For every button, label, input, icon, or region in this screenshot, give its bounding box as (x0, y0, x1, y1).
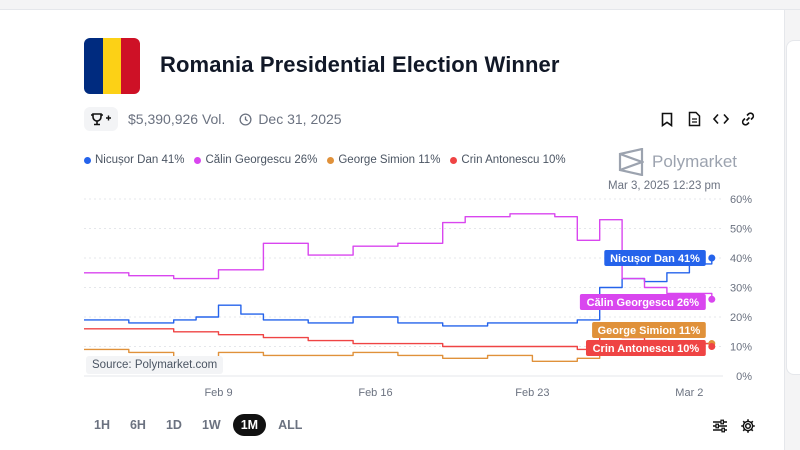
end-date: Dec 31, 2025 (239, 111, 342, 127)
top-bar (0, 0, 800, 10)
series-end-dot (708, 295, 716, 303)
market-actions (658, 108, 757, 130)
legend-dot (450, 156, 458, 164)
legend-item: Călin Georgescu 26% (194, 154, 317, 166)
legend-label: Călin Georgescu 26% (205, 154, 318, 166)
range-button-6h[interactable]: 6H (129, 418, 146, 432)
legend-item: Crin Antonescu 10% (450, 154, 566, 166)
side-panel-edge (786, 40, 800, 375)
y-tick-label: 30% (730, 283, 752, 295)
y-tick-label: 50% (730, 224, 752, 236)
y-tick-label: 40% (730, 253, 752, 265)
series-end-dot (708, 254, 716, 262)
y-tick-label: 20% (730, 312, 752, 324)
chart-timestamp: Mar 3, 2025 12:23 pm (608, 180, 721, 192)
series-end-label-box (604, 250, 706, 266)
clock-icon (239, 112, 252, 126)
range-button-1d[interactable]: 1D (165, 418, 182, 432)
legend-item: George Simion 11% (327, 154, 440, 166)
end-date-text: Dec 31, 2025 (258, 111, 342, 127)
y-tick-label: 10% (730, 342, 752, 354)
volume-text: $5,390,926 Vol. (128, 111, 226, 127)
legend-dot (327, 156, 335, 164)
sliders-icon[interactable] (712, 418, 728, 434)
romania-flag (84, 38, 140, 94)
time-range-selector: 1H 6H 1D 1W 1M ALL (86, 414, 310, 436)
chart-legend: Nicușor Dan 41% Călin Georgescu 26% George… (84, 154, 566, 166)
series-end-label-box (592, 322, 706, 338)
series-end-label: George Simion 11% (598, 325, 701, 337)
y-tick-label: 0% (736, 371, 752, 383)
series-end-label: Nicușor Dan 41% (610, 253, 700, 265)
series-end-label-box (579, 294, 706, 310)
polymarket-logo (618, 148, 644, 176)
flag-stripe-blue (84, 38, 103, 94)
embed-code-icon[interactable] (712, 108, 730, 130)
series-line (84, 258, 713, 327)
legend-label: Nicușor Dan 41% (95, 154, 185, 166)
document-icon[interactable] (685, 108, 703, 130)
source-label: Source: Polymarket.com (86, 356, 224, 374)
series-line (84, 213, 713, 300)
trophy-plus-icon[interactable] (84, 107, 118, 131)
market-meta: $5,390,926 Vol. Dec 31, 2025 (84, 107, 342, 131)
range-button-all[interactable]: ALL (278, 418, 303, 432)
y-tick-label: 60% (730, 194, 752, 206)
legend-item: Nicușor Dan 41% (84, 154, 184, 166)
range-button-1m[interactable]: 1M (232, 414, 267, 436)
flag-stripe-red (121, 38, 140, 94)
polymarket-brand: Polymarket (618, 148, 737, 176)
x-tick-label: Mar 2 (675, 387, 703, 399)
gear-icon[interactable] (740, 418, 756, 434)
x-tick-label: Feb 9 (204, 387, 232, 399)
series-end-dot (708, 343, 716, 350)
legend-dot (194, 156, 202, 164)
series-end-label: Crin Antonescu 10% (593, 343, 700, 355)
x-tick-label: Feb 16 (358, 387, 392, 399)
bookmark-icon[interactable] (658, 108, 676, 130)
legend-label: Crin Antonescu 10% (461, 154, 566, 166)
flag-stripe-yellow (102, 38, 122, 94)
legend-label: George Simion 11% (338, 154, 441, 166)
series-end-label: Călin Georgescu 26% (587, 297, 700, 309)
range-button-1w[interactable]: 1W (201, 418, 221, 432)
link-icon[interactable] (739, 108, 757, 130)
chart-settings (712, 418, 756, 434)
legend-dot (84, 156, 91, 164)
x-tick-label: Feb 23 (515, 387, 549, 399)
market-title: Romania Presidential Election Winner (160, 52, 560, 77)
series-end-label-box (585, 340, 706, 356)
brand-name: Polymarket (652, 152, 738, 171)
range-button-1h[interactable]: 1H (94, 418, 110, 432)
